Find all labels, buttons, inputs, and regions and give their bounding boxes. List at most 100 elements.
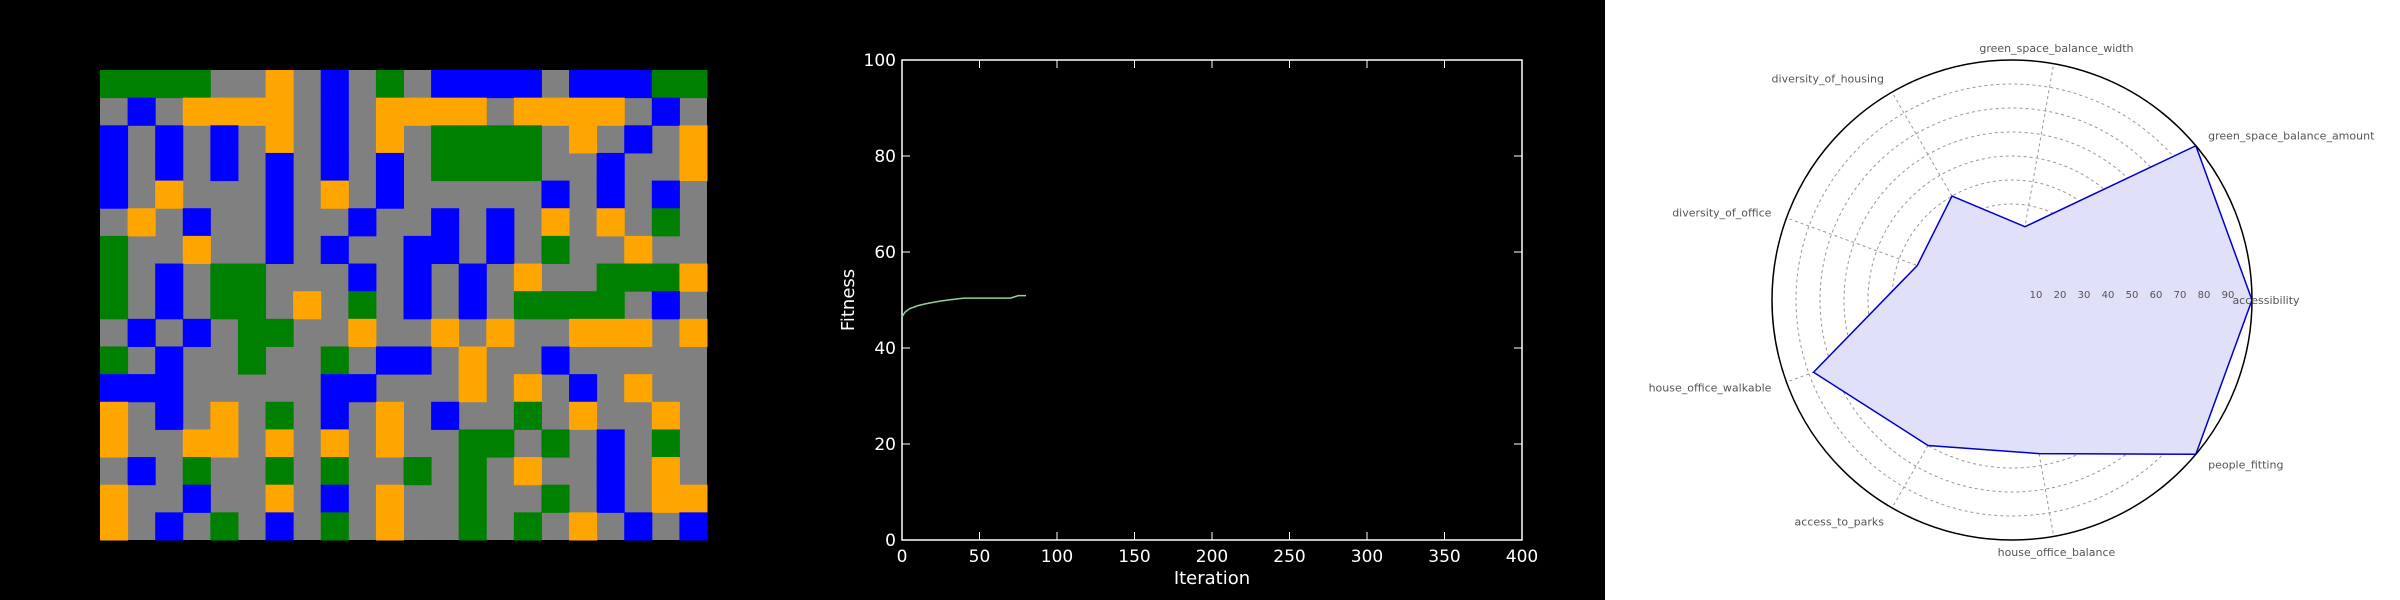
- grid-cell: [182, 429, 211, 458]
- radar-category-label: diversity_of_housing: [1772, 72, 1884, 85]
- grid-cell: [679, 512, 708, 541]
- grid-cell: [403, 263, 432, 292]
- radar-category-label: people_fitting: [2208, 459, 2283, 472]
- grid-cell: [569, 401, 598, 430]
- grid-cell: [375, 429, 404, 458]
- grid-cell: [210, 125, 239, 154]
- grid-cell: [596, 180, 625, 209]
- grid-cell: [458, 346, 487, 375]
- grid-cell: [541, 291, 570, 320]
- grid-cell: [320, 70, 349, 99]
- grid-cell: [127, 70, 156, 99]
- grid-cell: [155, 512, 184, 541]
- grid-cell: [100, 512, 129, 541]
- grid-cell: [431, 152, 460, 182]
- x-tick-label: 100: [1041, 547, 1073, 567]
- x-tick-label: 300: [1351, 547, 1383, 567]
- grid-cell: [210, 291, 239, 320]
- grid-cell: [265, 152, 294, 182]
- grid-cell: [458, 70, 487, 99]
- radar-category-label: house_office_walkable: [1649, 382, 1772, 395]
- grid-cell: [265, 180, 294, 209]
- radar-category-label: access_to_parks: [1795, 516, 1885, 529]
- grid-cell: [569, 97, 598, 126]
- grid-cell: [541, 429, 570, 458]
- radar-category-label: green_space_balance_width: [1979, 42, 2133, 55]
- grid-cell: [624, 512, 653, 541]
- grid-cell: [431, 70, 460, 99]
- grid-cell: [624, 70, 653, 99]
- grid-cell: [320, 180, 349, 209]
- grid-cell: [320, 125, 349, 154]
- grid-cell: [127, 457, 156, 486]
- grid-cell: [431, 401, 460, 430]
- radar-tick-label: 60: [2150, 290, 2163, 301]
- grid-cell: [458, 152, 487, 182]
- radar-category-label: house_office_balance: [1998, 546, 2116, 559]
- grid-cell: [100, 401, 129, 430]
- grid-cell: [569, 318, 598, 347]
- grid-cell: [569, 125, 598, 154]
- grid-cell: [486, 208, 515, 237]
- grid-cell: [651, 401, 680, 430]
- grid-cell: [541, 208, 570, 237]
- x-tick-label: 200: [1196, 547, 1228, 567]
- grid-cell: [100, 263, 129, 292]
- grid-cell: [348, 208, 377, 237]
- grid-cell: [596, 70, 625, 99]
- y-tick-label: 60: [874, 243, 896, 263]
- radar-data-area: [1812, 144, 2253, 456]
- grid-cell: [100, 484, 129, 513]
- grid-cell: [513, 401, 542, 430]
- grid-cell: [237, 263, 267, 292]
- grid-cell: [513, 152, 542, 182]
- grid-cell: [375, 70, 404, 99]
- grid-cell: [431, 235, 460, 265]
- grid-cell: [265, 457, 294, 486]
- grid-cell: [651, 70, 680, 99]
- radar-tick-label: 10: [2030, 290, 2043, 301]
- grid-cell: [513, 125, 542, 154]
- grid-cell: [265, 70, 294, 99]
- grid-cell: [265, 429, 294, 458]
- grid-cell: [486, 70, 515, 99]
- grid-cell: [458, 263, 487, 292]
- grid-cell: [541, 235, 570, 265]
- grid-cell: [182, 457, 211, 486]
- grid-cell: [651, 457, 680, 486]
- grid-cell: [486, 429, 515, 458]
- grid-cell: [375, 97, 404, 126]
- grid-cell: [486, 125, 515, 154]
- grid-cell: [403, 235, 432, 265]
- grid-cell: [265, 125, 294, 154]
- x-tick-label: 350: [1428, 547, 1460, 567]
- axis-ticks: 0 50 100 150 200 250 300 350 400 0 20 40 60 80 100: [864, 51, 1539, 567]
- grid-cell: [155, 346, 184, 375]
- grid-cell: [679, 152, 708, 182]
- grid-cell: [265, 208, 294, 237]
- grid-cell: [348, 263, 377, 292]
- grid-cell: [237, 346, 267, 375]
- grid-cell: [265, 512, 294, 541]
- grid-cell: [624, 263, 653, 292]
- x-tick-label: 150: [1118, 547, 1150, 567]
- grid-cell: [155, 70, 184, 99]
- grid-cell: [679, 484, 708, 513]
- grid-cell: [348, 318, 377, 347]
- grid-cell: [155, 180, 184, 209]
- grid-cell: [127, 318, 156, 347]
- grid-cell: [679, 318, 708, 347]
- grid-cell: [210, 401, 239, 430]
- radar-tick-label: 90: [2222, 290, 2235, 301]
- grid-cell: [375, 484, 404, 513]
- grid-cell: [458, 374, 487, 403]
- grid-cell: [182, 235, 211, 265]
- grid-cell: [541, 346, 570, 375]
- grid-cell: [237, 97, 267, 126]
- grid-cell: [320, 401, 349, 430]
- grid-cell: [513, 291, 542, 320]
- grid-cell: [375, 125, 404, 154]
